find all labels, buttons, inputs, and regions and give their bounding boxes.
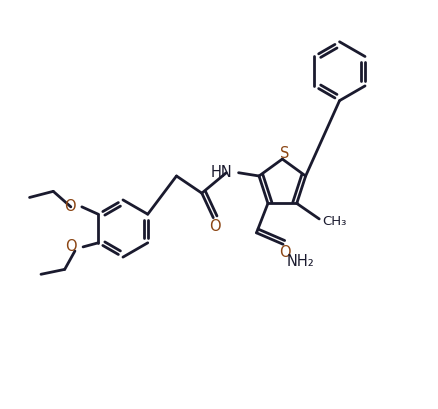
Text: O: O bbox=[279, 245, 290, 259]
Text: S: S bbox=[280, 146, 289, 161]
Text: CH₃: CH₃ bbox=[322, 215, 347, 228]
Text: HN: HN bbox=[211, 164, 233, 179]
Text: O: O bbox=[65, 238, 77, 253]
Text: NH₂: NH₂ bbox=[286, 253, 314, 268]
Text: O: O bbox=[64, 198, 76, 213]
Text: O: O bbox=[209, 218, 221, 233]
